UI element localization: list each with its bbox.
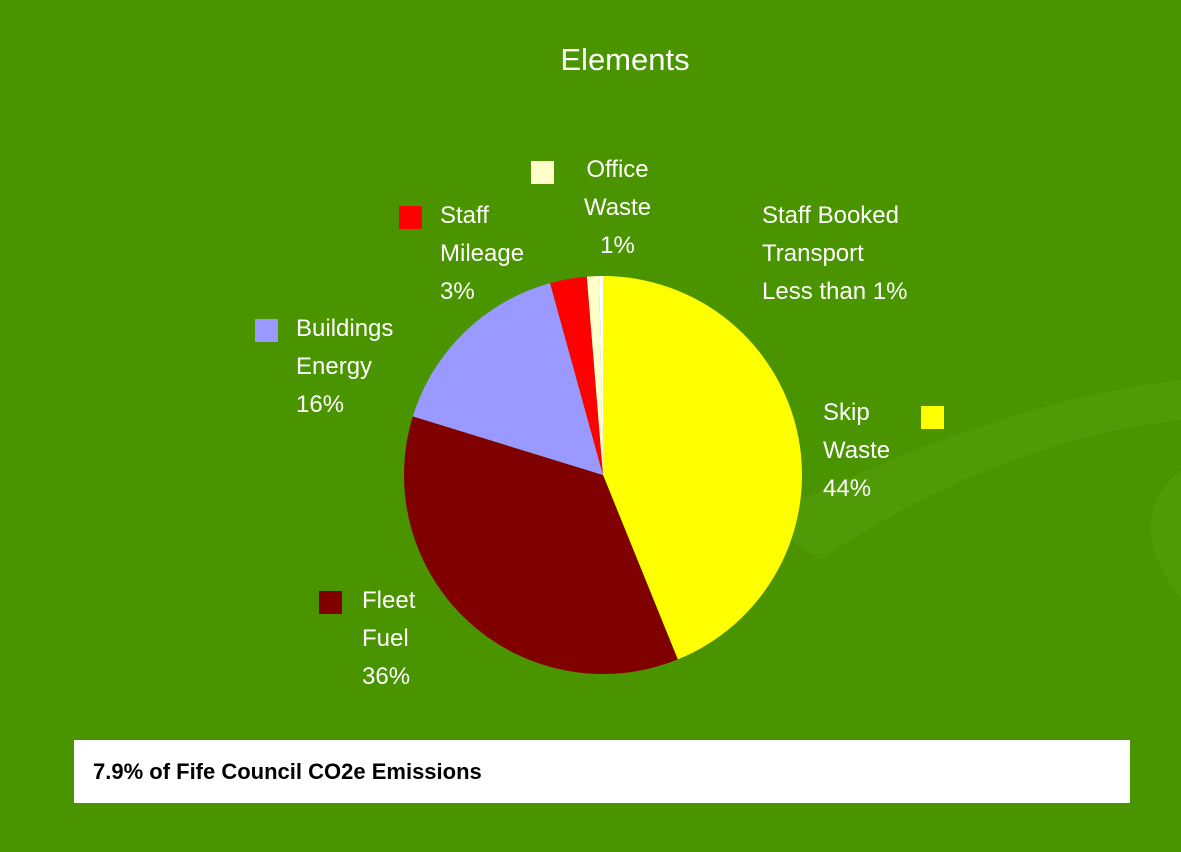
value-label: 3% — [440, 278, 475, 305]
slice-label: Office Waste 1% — [560, 151, 675, 265]
category-label: Staff Mileage — [440, 202, 525, 267]
slice-label: Skip Waste 44% — [823, 394, 918, 508]
value-label: 44% — [823, 475, 872, 502]
pie-slice — [403, 416, 678, 675]
pie-slice — [599, 276, 603, 475]
swoosh — [1150, 470, 1181, 600]
category-label: Skip Waste — [823, 399, 891, 464]
footnote-box: 7.9% of Fife Council CO2e Emissions — [74, 740, 1130, 803]
slice-label: Staff Booked Transport Less than 1% — [762, 197, 962, 311]
slice-label: Fleet Fuel 36% — [362, 582, 432, 696]
pie — [403, 276, 802, 675]
value-label: Less than 1% — [762, 278, 908, 305]
legend-swatch — [399, 206, 422, 229]
legend-swatch — [255, 319, 278, 342]
value-label: 16% — [296, 391, 345, 418]
pie-slice — [550, 276, 603, 475]
category-label: Fleet Fuel — [362, 587, 416, 652]
legend-swatch — [319, 591, 342, 614]
value-label: 36% — [362, 663, 411, 690]
slice-label: Staff Mileage 3% — [440, 197, 550, 311]
pie-slice — [603, 276, 802, 660]
category-label: Staff Booked Transport — [762, 202, 899, 267]
pie-slice — [586, 276, 603, 475]
category-label: Buildings Energy — [296, 315, 394, 380]
legend-swatch — [921, 406, 944, 429]
slice-label: Buildings Energy 16% — [296, 310, 426, 424]
footnote: 7.9% of Fife Council CO2e Emissions — [93, 759, 482, 784]
value-label: 1% — [600, 232, 635, 259]
pie-slice — [412, 283, 603, 475]
legend-swatch — [531, 161, 554, 184]
category-label: Office Waste — [583, 156, 652, 221]
chart-title: Elements — [560, 42, 690, 77]
swoosh — [760, 380, 1181, 560]
